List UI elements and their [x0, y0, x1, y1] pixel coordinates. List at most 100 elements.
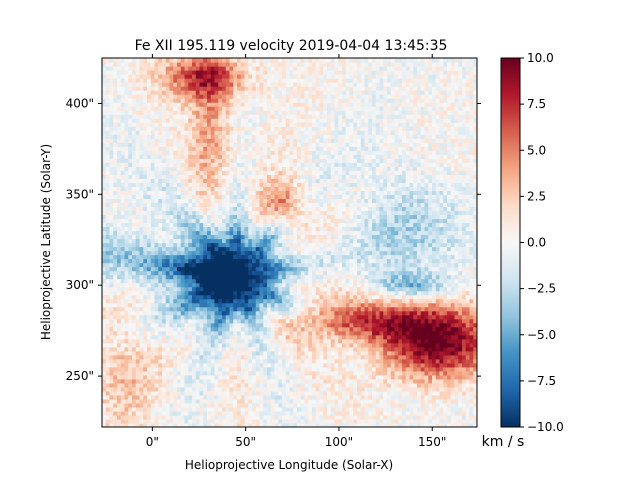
heatmap-cell: [173, 226, 178, 232]
heatmap-cell: [158, 342, 163, 348]
heatmap-cell: [165, 250, 171, 256]
heatmap-cell: [184, 386, 189, 392]
heatmap-cell: [432, 290, 437, 296]
heatmap-cell: [342, 250, 347, 256]
heatmap-cell: [409, 226, 414, 232]
heatmap-cell: [233, 382, 238, 388]
heatmap-cell: [432, 318, 437, 324]
heatmap-cell: [387, 238, 392, 244]
heatmap-cell: [375, 270, 381, 276]
heatmap-cell: [278, 322, 283, 328]
heatmap-cell: [454, 310, 459, 316]
heatmap-cell: [390, 422, 396, 427]
heatmap-cell: [222, 266, 227, 272]
heatmap-cell: [173, 366, 178, 372]
heatmap-cell: [177, 334, 182, 340]
heatmap-cell: [184, 374, 189, 380]
heatmap-cell: [158, 382, 163, 388]
heatmap-cell: [244, 258, 249, 264]
heatmap-cell: [177, 342, 182, 348]
heatmap-cell: [147, 250, 152, 256]
heatmap-cell: [293, 242, 298, 248]
heatmap-cell: [210, 258, 216, 264]
heatmap-cell: [120, 318, 126, 324]
heatmap-cell: [357, 342, 362, 348]
heatmap-cell: [169, 422, 174, 427]
heatmap-cell: [297, 258, 302, 264]
heatmap-cell: [255, 226, 261, 232]
heatmap-cell: [398, 330, 403, 336]
heatmap-cell: [285, 322, 291, 328]
heatmap-cell: [124, 318, 129, 324]
heatmap-cell: [214, 322, 219, 328]
heatmap-cell: [420, 406, 426, 412]
heatmap-cell: [390, 238, 396, 244]
heatmap-cell: [413, 374, 418, 380]
heatmap-cell: [469, 390, 474, 396]
heatmap-cell: [128, 242, 133, 248]
heatmap-cell: [353, 414, 358, 420]
heatmap-cell: [338, 302, 343, 308]
heatmap-cell: [357, 422, 362, 427]
heatmap-cell: [263, 258, 268, 264]
heatmap-cell: [379, 326, 384, 332]
heatmap-cell: [319, 286, 324, 292]
heatmap-cell: [353, 370, 358, 376]
heatmap-cell: [120, 394, 126, 400]
heatmap-cell: [439, 262, 444, 268]
heatmap-cell: [372, 418, 377, 424]
heatmap-cell: [252, 226, 257, 232]
heatmap-cell: [259, 338, 264, 344]
heatmap-cell: [255, 298, 261, 304]
heatmap-cell: [390, 230, 396, 236]
heatmap-cell: [424, 318, 429, 324]
heatmap-cell: [143, 338, 148, 344]
heatmap-cell: [259, 342, 264, 348]
heatmap-cell: [252, 358, 257, 364]
heatmap-cell: [443, 402, 448, 408]
heatmap-cell: [443, 370, 448, 376]
heatmap-cell: [128, 322, 133, 328]
heatmap-cell: [278, 290, 283, 296]
heatmap-cell: [117, 382, 122, 388]
heatmap-cell: [229, 258, 234, 264]
heatmap-cell: [255, 278, 261, 284]
heatmap-cell: [383, 262, 388, 268]
heatmap-cell: [225, 306, 231, 312]
heatmap-cell: [424, 398, 429, 404]
heatmap-cell: [428, 414, 433, 420]
heatmap-cell: [135, 226, 141, 232]
heatmap-cell: [143, 242, 148, 248]
heatmap-cell: [240, 346, 246, 352]
heatmap-cell: [319, 334, 324, 340]
heatmap-cell: [169, 382, 174, 388]
heatmap-cell: [319, 342, 324, 348]
heatmap-cell: [285, 266, 291, 272]
heatmap-cell: [312, 242, 317, 248]
heatmap-cell: [132, 258, 137, 264]
heatmap-cell: [435, 370, 441, 376]
heatmap-cell: [120, 270, 126, 276]
heatmap-cell: [192, 334, 197, 340]
heatmap-cell: [117, 246, 122, 252]
heatmap-cell: [435, 246, 441, 252]
heatmap-cell: [465, 342, 471, 348]
heatmap-cell: [462, 398, 467, 404]
heatmap-cell: [398, 266, 403, 272]
heatmap-cell: [308, 294, 313, 300]
heatmap-cell: [304, 362, 309, 368]
heatmap-cell: [405, 406, 411, 412]
heatmap-cell: [394, 298, 399, 304]
heatmap-cell: [199, 238, 204, 244]
heatmap-cell: [469, 274, 474, 280]
heatmap-cell: [297, 294, 302, 300]
heatmap-cell: [102, 394, 107, 400]
heatmap-cell: [289, 274, 294, 280]
heatmap-cell: [188, 294, 193, 300]
heatmap-cell: [454, 390, 459, 396]
heatmap-cell: [278, 226, 283, 232]
heatmap-cell: [192, 254, 197, 260]
heatmap-cell: [417, 274, 422, 280]
heatmap-cell: [255, 282, 261, 288]
heatmap-cell: [154, 306, 159, 312]
